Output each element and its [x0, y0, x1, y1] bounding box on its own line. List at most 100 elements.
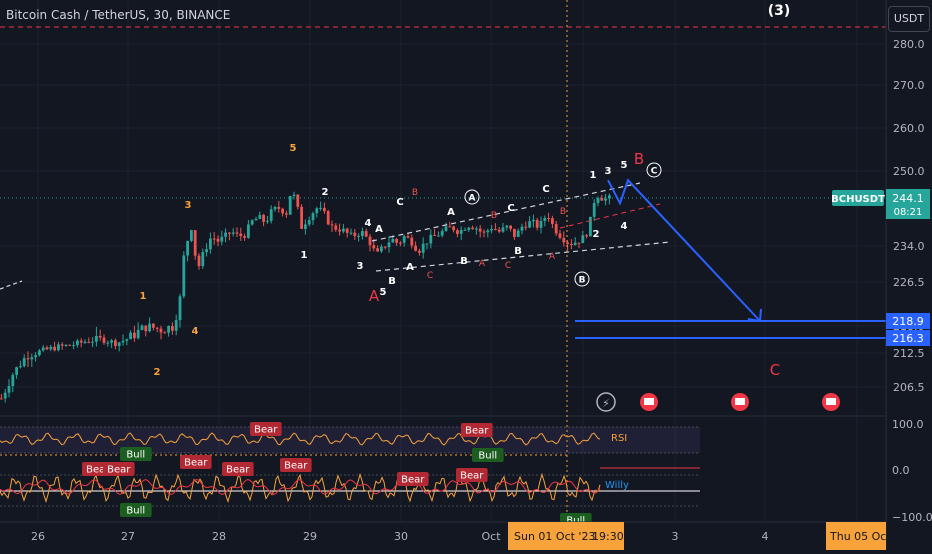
candle-body [193, 230, 197, 256]
candle-body [482, 231, 486, 233]
candle-body [414, 245, 417, 251]
candle-body [304, 224, 307, 229]
bear-signal-badge: Bear [254, 425, 278, 436]
time-tick-label: 29 [303, 530, 317, 543]
candle-body [22, 358, 26, 367]
wave-label-white: 3 [605, 166, 612, 177]
current-price-badge [886, 189, 930, 219]
wave-projection-arrow [607, 178, 761, 322]
candle-body [532, 219, 535, 222]
wave-label-white: 2 [322, 187, 329, 198]
bull-signal-badge: Bull [126, 506, 145, 517]
wave-label-white: C [507, 203, 514, 214]
wave-label-white: 5 [380, 287, 387, 298]
candle-body [554, 223, 558, 234]
candle-body [129, 332, 132, 340]
wave-label-white: 4 [621, 221, 628, 232]
bear-signal-badge-bg [461, 423, 493, 437]
candle-body [364, 231, 368, 237]
time-axis-bg [0, 522, 886, 550]
candle-body [361, 231, 364, 236]
candle-body [201, 252, 205, 267]
symbol-title[interactable]: Bitcoin Cash / TetherUS, 30, BINANCE [6, 8, 231, 22]
wave-label-red-small: A [479, 259, 486, 269]
circled-wave-label: C [651, 167, 658, 177]
candle-body [30, 357, 34, 360]
candle-body [383, 246, 387, 248]
countdown-text: 08:21 [894, 207, 923, 218]
candle-body [41, 347, 45, 351]
candle-body [0, 398, 3, 400]
candle-body [307, 220, 311, 225]
channel-lower-line [375, 241, 671, 272]
candle-body [205, 249, 208, 253]
candle-body [250, 220, 254, 225]
bear-signal-badge-bg [397, 472, 429, 486]
wave-label-white: A [406, 262, 414, 273]
candle-body [186, 240, 189, 256]
candle-body [604, 198, 607, 201]
candle-body [224, 232, 227, 237]
candle-body [315, 208, 319, 214]
crosshair-date-text: Sun 01 Oct '23 [514, 530, 595, 543]
wave-label-red-small: C [427, 271, 433, 281]
drawings-layer[interactable] [0, 0, 886, 522]
circled-wave-ring [574, 271, 590, 287]
candle-body [444, 226, 448, 231]
indicator-tick-label: 100.0 [892, 418, 924, 431]
candle-body [380, 246, 383, 252]
candle-body [53, 346, 56, 351]
level-price-text: 218.9 [892, 315, 924, 328]
candle-body [570, 243, 573, 246]
candle-body [19, 366, 22, 368]
symbol-badge [832, 190, 884, 206]
bull-signal-badge-bg [120, 447, 152, 461]
candle-body [410, 237, 414, 246]
candle-body [228, 232, 231, 234]
wave-label-red-big: C [770, 361, 780, 379]
rsi-line [0, 432, 601, 446]
end-date-text: Thu 05 Oct [829, 530, 891, 543]
candle-body [209, 238, 212, 250]
candle-body [440, 230, 444, 236]
candle-body [600, 198, 604, 201]
candle-body [391, 238, 395, 243]
candle-body [368, 236, 372, 246]
candle-body [467, 227, 471, 230]
symbol-badge-text: BCHUSDT [831, 194, 885, 205]
candle-body [34, 355, 37, 358]
wave-label-orange: 1 [140, 291, 147, 302]
bear-signal-badge-bg [180, 455, 212, 469]
candle-body [349, 232, 353, 234]
wave-label-white: 1 [590, 170, 597, 181]
candle-body [247, 224, 250, 238]
arrow-head [747, 308, 762, 323]
bear-signal-badge: Bear [184, 458, 208, 469]
wave-label-orange: 2 [154, 367, 161, 378]
currency-selector[interactable]: USDT [888, 6, 930, 32]
circled-wave-ring [464, 189, 480, 205]
price-tick-label: 270.0 [893, 79, 925, 92]
us-flag-icon-stripes [644, 398, 654, 405]
wave-label-orange: 5 [290, 143, 297, 154]
candle-body [353, 232, 357, 237]
price-tick-label: 212.5 [893, 347, 925, 360]
time-tick-label: 26 [31, 530, 45, 543]
wave-label-red-big: B [634, 150, 644, 168]
wave-degree-label: (3) [768, 3, 791, 19]
candle-body [524, 226, 528, 228]
candle-body [26, 358, 30, 360]
candle-body [551, 218, 554, 224]
willy-label: Willy [605, 480, 629, 491]
bear-signal-badge-bg [103, 462, 135, 476]
candle-body [330, 224, 334, 226]
candle-body [433, 234, 436, 236]
wave-label-white: A [375, 224, 383, 235]
candle-body [159, 328, 163, 333]
indicator-tick-label: 0.0 [892, 464, 910, 477]
bear-signal-badge-bg [250, 422, 282, 436]
candle-body [148, 323, 151, 332]
